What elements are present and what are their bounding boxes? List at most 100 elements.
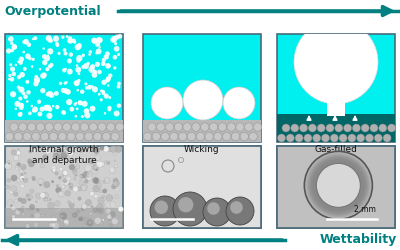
Circle shape	[39, 180, 43, 184]
Circle shape	[44, 55, 50, 61]
Circle shape	[100, 222, 104, 226]
Circle shape	[78, 197, 81, 200]
Circle shape	[26, 100, 28, 103]
Circle shape	[78, 217, 82, 221]
Circle shape	[83, 172, 90, 178]
Circle shape	[42, 216, 44, 219]
Circle shape	[82, 204, 87, 209]
Circle shape	[49, 132, 58, 141]
Circle shape	[38, 112, 42, 116]
Circle shape	[95, 155, 100, 160]
Circle shape	[82, 101, 88, 107]
Circle shape	[45, 123, 54, 131]
Circle shape	[22, 178, 24, 180]
Circle shape	[69, 183, 73, 187]
Circle shape	[222, 132, 231, 141]
Bar	[5, 34, 123, 142]
Circle shape	[210, 123, 218, 131]
Circle shape	[61, 36, 64, 39]
Circle shape	[357, 134, 365, 142]
Circle shape	[29, 204, 35, 210]
Circle shape	[107, 214, 112, 219]
Circle shape	[18, 148, 20, 150]
Circle shape	[21, 103, 24, 106]
Circle shape	[112, 38, 117, 42]
Circle shape	[95, 198, 97, 200]
Circle shape	[22, 51, 25, 53]
Circle shape	[218, 123, 227, 131]
Circle shape	[84, 132, 93, 141]
Circle shape	[47, 48, 53, 54]
Circle shape	[10, 205, 12, 206]
Circle shape	[114, 164, 118, 168]
Circle shape	[63, 170, 68, 175]
Circle shape	[102, 80, 107, 85]
Circle shape	[178, 197, 194, 212]
Circle shape	[64, 52, 68, 56]
Circle shape	[74, 103, 76, 106]
Circle shape	[103, 146, 109, 152]
Circle shape	[32, 58, 35, 61]
Circle shape	[42, 72, 47, 78]
Circle shape	[58, 191, 63, 196]
Circle shape	[335, 124, 343, 132]
Circle shape	[95, 180, 98, 184]
Circle shape	[13, 190, 17, 194]
Circle shape	[65, 190, 71, 196]
Circle shape	[92, 38, 98, 44]
Circle shape	[286, 134, 294, 142]
Circle shape	[300, 124, 308, 132]
Circle shape	[82, 161, 84, 163]
Circle shape	[48, 202, 55, 209]
Circle shape	[61, 214, 67, 219]
Circle shape	[99, 162, 104, 166]
Circle shape	[81, 65, 85, 69]
Circle shape	[110, 37, 116, 43]
Circle shape	[91, 145, 97, 151]
Circle shape	[114, 42, 117, 45]
Circle shape	[52, 105, 54, 108]
Circle shape	[112, 218, 118, 224]
Circle shape	[20, 173, 23, 176]
Circle shape	[51, 180, 54, 183]
Circle shape	[82, 54, 85, 57]
Circle shape	[47, 200, 49, 202]
Circle shape	[68, 150, 73, 156]
Circle shape	[110, 146, 117, 152]
Circle shape	[20, 176, 25, 181]
Circle shape	[48, 64, 52, 68]
Circle shape	[166, 123, 174, 131]
Circle shape	[87, 175, 90, 178]
Circle shape	[116, 188, 119, 191]
Circle shape	[60, 152, 67, 160]
Circle shape	[91, 206, 93, 208]
Circle shape	[74, 115, 77, 118]
Circle shape	[18, 112, 22, 117]
Circle shape	[86, 174, 92, 180]
Circle shape	[93, 70, 97, 74]
Circle shape	[28, 57, 32, 60]
Circle shape	[25, 54, 31, 59]
Circle shape	[58, 132, 66, 141]
Circle shape	[113, 66, 116, 70]
Circle shape	[44, 182, 50, 188]
Circle shape	[93, 164, 99, 170]
Circle shape	[174, 123, 183, 131]
Circle shape	[49, 198, 52, 201]
Circle shape	[79, 180, 84, 186]
Circle shape	[74, 168, 77, 172]
Circle shape	[61, 88, 66, 93]
Circle shape	[308, 155, 368, 216]
Circle shape	[170, 132, 178, 141]
Circle shape	[56, 43, 59, 47]
Circle shape	[102, 219, 104, 221]
Circle shape	[13, 155, 19, 161]
Circle shape	[4, 162, 12, 170]
Circle shape	[86, 109, 88, 112]
Circle shape	[54, 208, 60, 214]
Circle shape	[27, 194, 33, 200]
Circle shape	[47, 54, 49, 57]
Circle shape	[6, 48, 11, 54]
Circle shape	[93, 132, 102, 141]
Circle shape	[10, 186, 17, 192]
